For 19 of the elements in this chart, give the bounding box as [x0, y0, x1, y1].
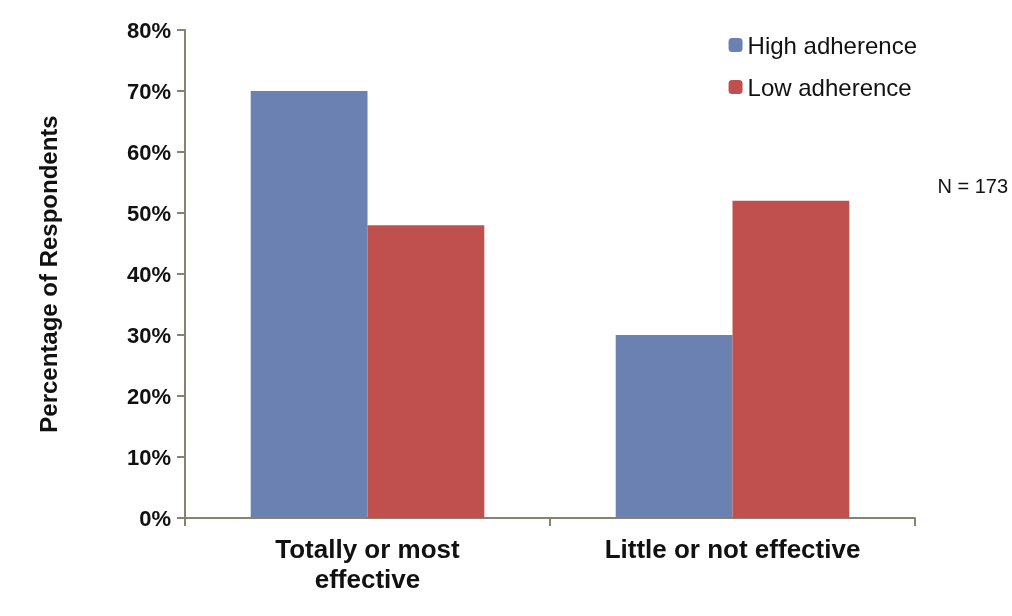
y-tick-label: 0% — [139, 505, 171, 531]
bar — [732, 200, 850, 518]
y-tick-label: 70% — [126, 78, 171, 104]
y-tick-label: 60% — [126, 139, 171, 165]
bar — [615, 335, 733, 518]
y-tick-label: 40% — [126, 261, 171, 287]
y-tick-label: 20% — [126, 383, 171, 409]
legend-label: Low adherence — [747, 73, 912, 101]
y-tick-label: 30% — [126, 322, 171, 348]
y-tick-label: 10% — [126, 444, 171, 470]
x-tick-label: Totally or most effective — [275, 534, 461, 594]
y-tick-label: 80% — [126, 17, 171, 43]
bar — [250, 91, 368, 518]
x-tick-label: Little or not effective — [604, 534, 861, 564]
y-axis-title: Percentage of Respondents — [34, 115, 62, 433]
text: N = 173 — [937, 175, 1008, 197]
bar — [367, 225, 485, 518]
y-tick-label: 50% — [126, 200, 171, 226]
legend-label: High adherence — [747, 31, 917, 59]
